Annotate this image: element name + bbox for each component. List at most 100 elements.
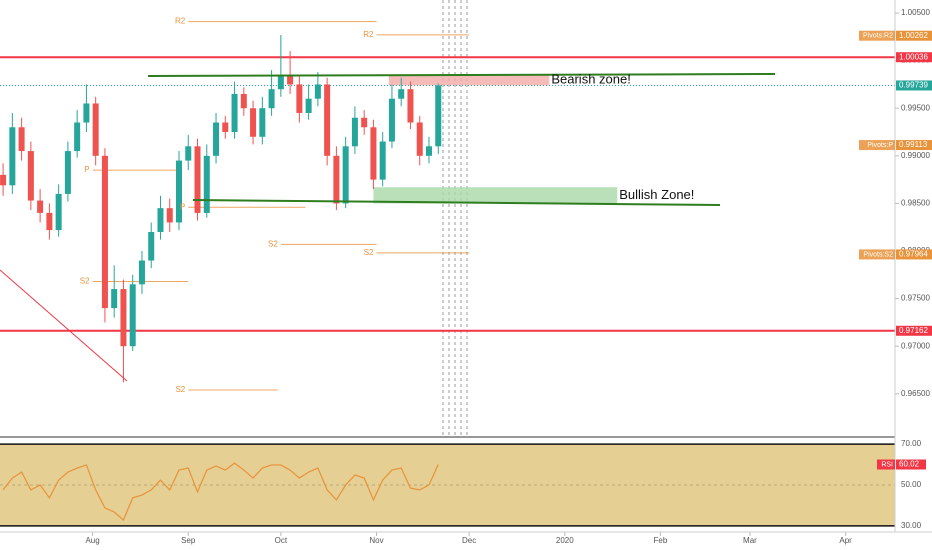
candle-body (92, 103, 99, 156)
candle-body (342, 146, 349, 204)
candle-body (213, 122, 220, 156)
pivot-tag-name: Pivots:R2 (863, 33, 893, 40)
y-tick-label: 0.96500 (901, 389, 930, 398)
candle-body (0, 174, 7, 186)
level-tag-value: 1.00036 (899, 52, 928, 61)
zone-label: Bearish zone! (551, 72, 631, 87)
candle-body (435, 85, 442, 147)
candle-body (277, 74, 284, 90)
pivot-label: S2 (175, 385, 185, 394)
pivot-tag-value: 0.97964 (899, 250, 928, 259)
rsi-tick-label: 50.00 (901, 480, 922, 489)
x-tick-label: Mar (743, 536, 757, 545)
candle-body (268, 89, 275, 109)
candle-body (64, 151, 71, 194)
y-tick-label: 0.98500 (901, 199, 930, 208)
pivot-tag-name-box (859, 140, 895, 151)
pivot-label: P (180, 202, 185, 211)
candle-body (333, 155, 340, 204)
pivot-tag-box (896, 249, 932, 260)
candle-body (74, 122, 81, 152)
candle-body (27, 151, 34, 201)
pivot-label: S2 (80, 277, 90, 286)
resistance-trendline (147, 73, 776, 77)
candle-body (370, 127, 377, 180)
price-tag (896, 80, 932, 91)
rsi-line (2, 462, 439, 521)
candle-body (166, 208, 173, 223)
candle-body (287, 74, 294, 85)
zone-label: Bullish Zone! (619, 187, 694, 202)
level-tag (896, 325, 932, 336)
candle-body (231, 93, 238, 133)
rsi-tag-name-box (877, 459, 895, 470)
candle-body (185, 146, 192, 161)
y-tick-label: 0.97000 (901, 341, 930, 350)
pivot-tag-name-box (859, 249, 895, 260)
candle-body (138, 260, 145, 285)
x-tick-label: Oct (275, 536, 288, 545)
candle-body (37, 200, 44, 213)
y-tick-label: 0.99000 (901, 151, 930, 160)
x-tick-label: 2020 (556, 536, 574, 545)
pivot-label: S2 (268, 239, 278, 248)
level-tag-value: 0.97162 (899, 326, 928, 335)
pivot-label: R2 (363, 30, 374, 39)
rsi-tag-name: RSI (881, 461, 893, 468)
price-tag-value: 0.99739 (899, 81, 928, 90)
back-layer (0, 12, 899, 536)
candle-body (157, 208, 164, 232)
pivot-tag-value: 0.99113 (899, 140, 928, 149)
candle-body (388, 98, 395, 142)
candle-body (129, 284, 136, 347)
candle-body (407, 89, 414, 123)
pivot-tag-box (896, 140, 932, 151)
y-tick-label: 0.99500 (901, 103, 930, 112)
candle-body (259, 108, 266, 137)
zone (388, 74, 550, 86)
x-tick-label: Feb (654, 536, 668, 545)
pivot-label: P (84, 165, 89, 174)
candle-body (379, 141, 386, 180)
candle-body (416, 122, 423, 156)
x-tick-label: Apr (839, 536, 852, 545)
y-tick-label: 1.00500 (901, 8, 930, 17)
x-tick-label: Aug (85, 536, 99, 545)
pivot-tag-name-box (859, 30, 895, 41)
candle-body (18, 127, 25, 152)
pivot-label: R2 (175, 17, 186, 26)
pivot-label: S2 (364, 248, 374, 257)
candle-body (111, 289, 118, 309)
candle-body (9, 127, 16, 186)
candle-body (351, 117, 358, 147)
pivot-tag-name: Pivots:P (867, 142, 893, 149)
candle-body (314, 84, 321, 99)
candle-body (398, 89, 405, 99)
x-tick-label: Sep (181, 536, 196, 545)
candle-body (361, 117, 368, 128)
candle-body (148, 231, 155, 261)
candle-body (296, 84, 303, 113)
candle-body (203, 155, 210, 213)
rsi-tick-label: 70.00 (901, 439, 922, 448)
x-tick-label: Nov (369, 536, 383, 545)
candle-body (305, 98, 312, 113)
candle-body (222, 122, 229, 133)
candle-body (425, 146, 432, 156)
pivot-tag-value: 1.00262 (899, 31, 928, 40)
candle-body (250, 108, 257, 137)
level-tag (896, 52, 932, 63)
candle-body (240, 93, 247, 109)
candle-body (120, 289, 127, 347)
front-layer: 1.005001.000000.995000.990000.985000.980… (80, 8, 932, 545)
future-markers (442, 0, 468, 437)
rsi-tag-value: 60.02 (899, 460, 920, 469)
candle-body (83, 103, 90, 123)
candle-body (55, 193, 62, 231)
y-tick-label: 0.97500 (901, 294, 930, 303)
candle-body (46, 212, 53, 231)
pivot-tag-box (896, 30, 932, 41)
drawn-line (0, 269, 128, 382)
candle-body (176, 160, 182, 223)
